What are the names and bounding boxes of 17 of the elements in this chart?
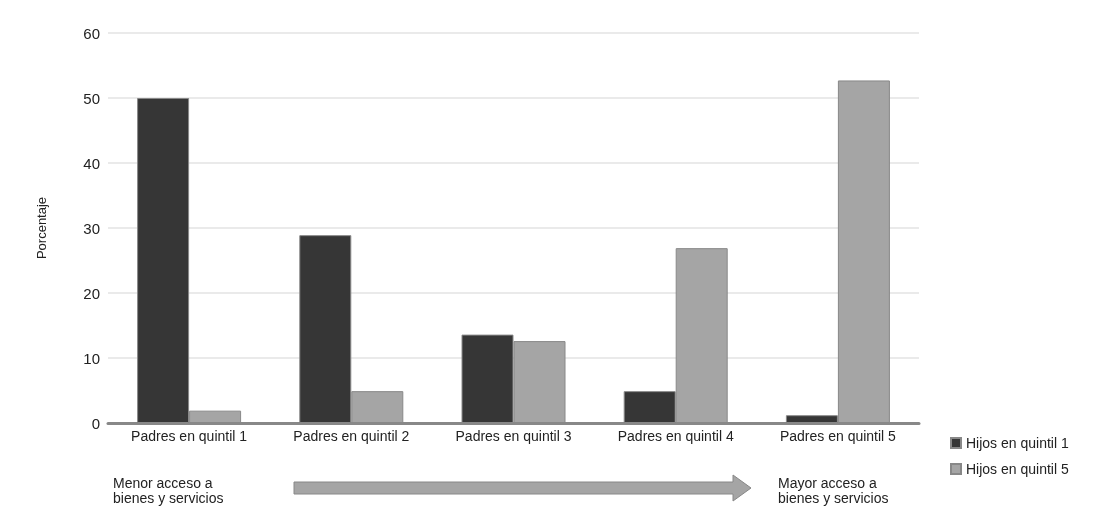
y-tick-label: 0 — [91, 414, 100, 432]
y-tick-label: 40 — [83, 154, 100, 172]
x-tick-label: Padres en quintil 4 — [617, 428, 734, 444]
x-tick-label: Padres en quintil 3 — [455, 428, 572, 444]
y-tick-label: 30 — [83, 219, 100, 237]
legend-label: Hijos en quintil 1 — [966, 435, 1069, 451]
x-tick-label: Padres en quintil 5 — [779, 428, 897, 444]
x-tick-label: Padres en quintil 2 — [293, 428, 410, 444]
text: Mayor acceso a bienes y servicios — [778, 474, 889, 506]
y-tick-label: 10 — [83, 349, 100, 367]
y-axis-title: Porcentaje — [34, 196, 49, 260]
legend-label: Hijos en quintil 5 — [966, 461, 1069, 477]
y-tick-label: 20 — [83, 284, 100, 302]
x-tick-label: Padres en quintil 1 — [131, 428, 248, 444]
y-tick-label: 60 — [83, 24, 100, 42]
y-tick-label: 50 — [83, 89, 100, 107]
text: Menor acceso a bienes y servicios — [113, 474, 224, 506]
